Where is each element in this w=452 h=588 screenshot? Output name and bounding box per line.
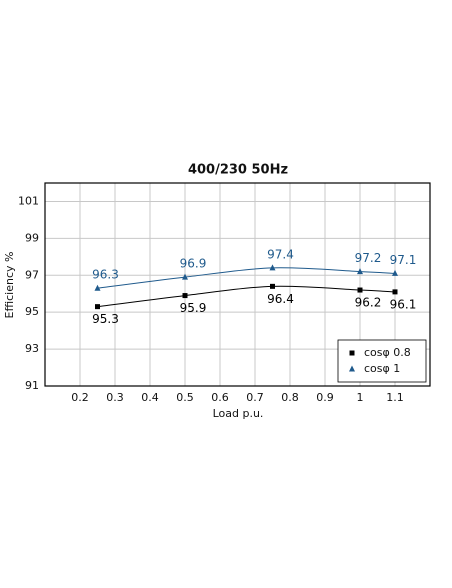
data-label: 96.9 (180, 257, 207, 271)
marker (270, 283, 275, 289)
data-label: 95.3 (92, 312, 119, 326)
marker (357, 268, 363, 275)
y-tick-label: 93 (25, 342, 39, 355)
series-line (97, 285, 396, 308)
marker (357, 287, 363, 293)
legend-label: cosφ 0.8 (364, 346, 411, 359)
marker (95, 304, 100, 310)
data-label: 96.4 (267, 292, 294, 306)
y-tick-label: 91 (25, 379, 39, 392)
x-tick-label: 0.7 (246, 391, 264, 404)
x-axis-label: Load p.u. (213, 407, 264, 420)
x-tick-label: 0.2 (71, 391, 89, 404)
legend-marker (349, 365, 355, 372)
data-label: 96.2 (355, 296, 382, 310)
y-tick-label: 99 (25, 231, 39, 244)
data-label: 96.3 (92, 268, 119, 282)
legend-label: cosφ 1 (364, 362, 400, 375)
x-tick-label: 0.8 (281, 391, 299, 404)
x-tick-label: 0.4 (141, 391, 159, 404)
chart-title: 400/230 50Hz (188, 163, 288, 178)
data-label: 97.4 (267, 247, 294, 261)
data-label: 95.9 (180, 301, 207, 315)
y-axis-label: Efficiency % (3, 252, 16, 319)
x-tick-label: 1.1 (386, 391, 404, 404)
marker (269, 264, 276, 271)
marker (182, 273, 188, 280)
legend-marker (349, 350, 355, 356)
plot-frame (44, 182, 431, 387)
x-tick-label: 0.3 (106, 391, 124, 404)
marker (392, 289, 398, 295)
x-tick-label: 1 (357, 391, 364, 404)
x-tick-label: 0.6 (211, 391, 229, 404)
y-tick-label: 95 (25, 305, 39, 318)
marker (392, 269, 398, 276)
marker (94, 284, 101, 291)
series-line (97, 267, 396, 289)
x-tick-label: 0.9 (316, 391, 334, 404)
marker (182, 293, 188, 299)
legend-box (337, 339, 427, 383)
x-tick-label: 0.5 (176, 391, 194, 404)
y-tick-label: 101 (18, 194, 39, 207)
data-label: 96.1 (390, 297, 417, 311)
y-tick-label: 97 (25, 268, 39, 281)
data-label: 97.2 (355, 251, 382, 265)
data-label: 97.1 (390, 253, 417, 267)
